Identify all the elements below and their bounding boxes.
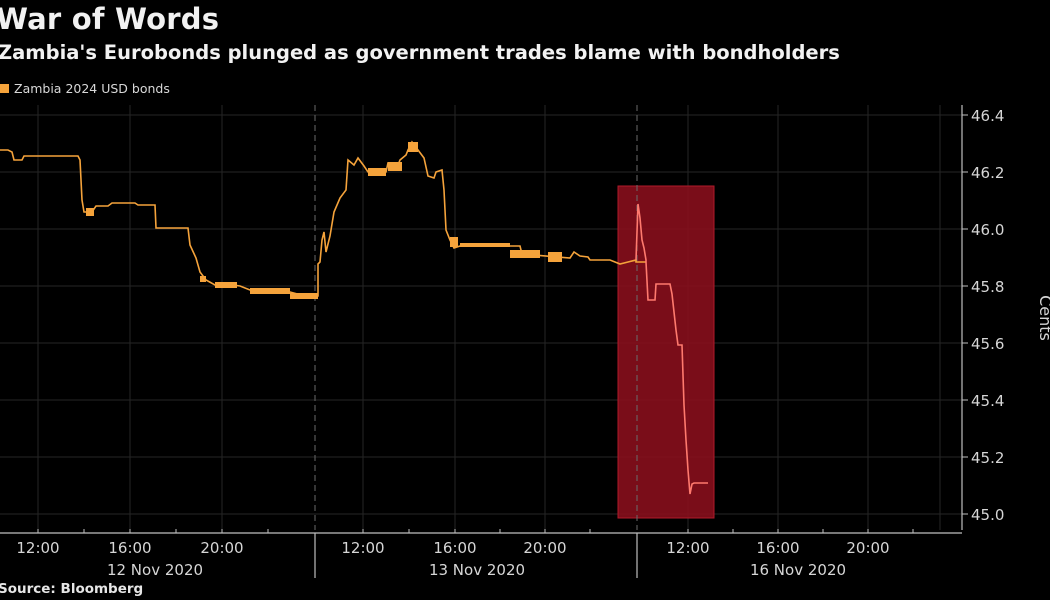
y-tick-label: 45.2 xyxy=(971,449,1004,467)
x-tick-label: 20:00 xyxy=(523,539,566,557)
x-date-label: 12 Nov 2020 xyxy=(107,561,203,579)
chart-title: War of Words xyxy=(0,2,220,36)
y-tick-label: 45.6 xyxy=(971,335,1004,353)
x-tick-label: 16:00 xyxy=(108,539,151,557)
legend-swatch-icon xyxy=(0,84,9,93)
x-date-label: 16 Nov 2020 xyxy=(750,561,846,579)
vertical-gridlines xyxy=(37,105,941,530)
highlight-box xyxy=(617,185,715,519)
x-tick-label: 16:00 xyxy=(433,539,476,557)
x-tick-label: 12:00 xyxy=(341,539,384,557)
y-tick-label: 46.4 xyxy=(971,107,1004,125)
y-tick-label: 46.2 xyxy=(971,164,1004,182)
chart-subtitle: Zambia's Eurobonds plunged as government… xyxy=(0,41,840,64)
x-axis-date-labels: 12 Nov 2020 13 Nov 2020 16 Nov 2020 xyxy=(107,561,846,579)
x-tick-label: 20:00 xyxy=(200,539,243,557)
y-tick-label: 45.0 xyxy=(971,506,1004,524)
source-note: Source: Bloomberg xyxy=(0,581,144,597)
series-tick-markers xyxy=(86,142,562,299)
y-tick-label: 45.4 xyxy=(971,392,1004,410)
x-tick-label: 20:00 xyxy=(846,539,889,557)
legend: Zambia 2024 USD bonds xyxy=(0,81,170,96)
x-axis-ticks xyxy=(37,529,914,533)
y-axis-ticks xyxy=(962,114,968,515)
series-line-highlighted xyxy=(635,203,708,495)
series-line-zambia-2024 xyxy=(0,140,646,298)
x-axis-time-labels: 12:00 16:00 20:00 12:00 16:00 20:00 12:0… xyxy=(16,539,889,557)
x-tick-label: 16:00 xyxy=(756,539,799,557)
y-tick-label: 45.8 xyxy=(971,278,1004,296)
x-tick-label: 12:00 xyxy=(16,539,59,557)
y-axis-labels: 46.4 46.2 46.0 45.8 45.6 45.4 45.2 45.0 xyxy=(971,107,1004,524)
legend-label: Zambia 2024 USD bonds xyxy=(14,81,170,96)
x-date-label: 13 Nov 2020 xyxy=(429,561,525,579)
y-axis-title: Cents xyxy=(1036,295,1050,341)
day-separators xyxy=(314,105,638,530)
x-tick-label: 12:00 xyxy=(666,539,709,557)
horizontal-gridlines xyxy=(0,114,962,515)
day-boundary-ticks xyxy=(314,533,638,578)
y-tick-label: 46.0 xyxy=(971,221,1004,239)
